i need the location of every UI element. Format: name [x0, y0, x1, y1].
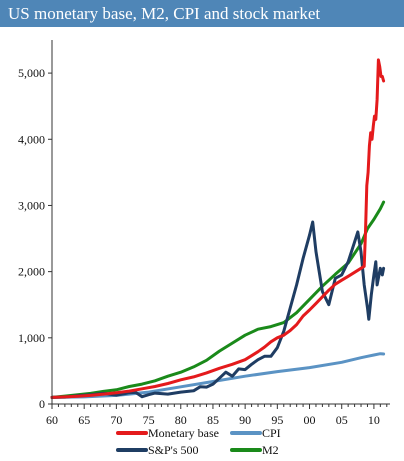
x-tick-label: 95 [271, 413, 283, 427]
series-line-s-p-s-500 [50, 220, 386, 399]
y-tick-label: 2,000 [18, 265, 45, 279]
axes-layer [51, 40, 390, 405]
series-line-monetary-base [50, 58, 386, 399]
series-line-m2 [50, 200, 386, 399]
legend-label-cpi: CPI [262, 426, 281, 440]
legend-label-monetary-base: Monetary base [148, 426, 219, 440]
legend: Monetary base CPI S&P's 500 M2 [116, 426, 281, 457]
x-tick-label: 65 [78, 413, 90, 427]
x-tick-label: 05 [336, 413, 348, 427]
y-tick-label: 3,000 [18, 198, 45, 212]
y-tick-label: 5,000 [18, 66, 45, 80]
x-tick-label: 85 [207, 413, 219, 427]
y-tick-label: 0 [39, 397, 45, 411]
x-tick-label: 80 [175, 413, 187, 427]
x-tick-label: 60 [46, 413, 58, 427]
y-tick-label: 4,000 [18, 132, 45, 146]
x-tick-label: 00 [304, 413, 316, 427]
x-tick-label: 70 [110, 413, 122, 427]
legend-label-s-p-s-500: S&P's 500 [148, 443, 199, 457]
x-tick-label: 10 [368, 413, 380, 427]
x-tick-label: 75 [143, 413, 155, 427]
x-tick-label: 90 [239, 413, 251, 427]
series-layer [50, 58, 386, 399]
legend-label-m2: M2 [262, 443, 279, 457]
chart-title: US monetary base, M2, CPI and stock mark… [0, 0, 404, 27]
ticks-layer: 0 1,000 2,000 3,000 4,000 5,000 60 65 70 75 80 85 90… [18, 66, 388, 427]
y-tick-label: 1,000 [18, 331, 45, 345]
